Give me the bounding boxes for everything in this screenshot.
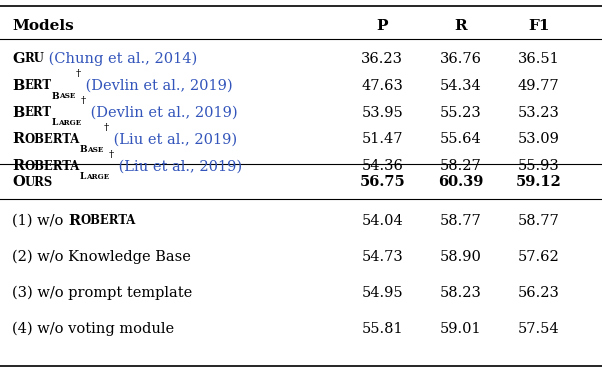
Text: (4) w/o voting module: (4) w/o voting module <box>12 322 174 336</box>
Text: R: R <box>68 214 80 228</box>
Text: (Chung et al., 2014): (Chung et al., 2014) <box>45 52 197 66</box>
Text: 54.73: 54.73 <box>361 250 403 264</box>
Text: 54.36: 54.36 <box>361 159 403 173</box>
Text: B: B <box>12 79 24 93</box>
Text: (Devlin et al., 2019): (Devlin et al., 2019) <box>81 79 232 93</box>
Text: 36.76: 36.76 <box>439 52 482 66</box>
Text: 54.95: 54.95 <box>361 286 403 300</box>
Text: Models: Models <box>12 19 74 33</box>
Text: 53.09: 53.09 <box>518 132 560 146</box>
Text: 59.01: 59.01 <box>439 322 482 336</box>
Text: 55.81: 55.81 <box>361 322 403 336</box>
Text: †: † <box>81 96 86 105</box>
Text: †: † <box>75 70 81 78</box>
Text: 57.62: 57.62 <box>518 250 560 264</box>
Text: URS: URS <box>25 176 53 189</box>
Text: ASE: ASE <box>59 92 75 100</box>
Text: 36.23: 36.23 <box>361 52 403 66</box>
Text: 58.77: 58.77 <box>439 214 482 228</box>
Text: ASE: ASE <box>87 146 104 154</box>
Text: 59.12: 59.12 <box>516 175 562 189</box>
Text: 58.77: 58.77 <box>518 214 560 228</box>
Text: B: B <box>79 145 87 154</box>
Text: L: L <box>79 172 86 181</box>
Text: 55.64: 55.64 <box>439 132 482 146</box>
Text: 58.90: 58.90 <box>439 250 482 264</box>
Text: (Liu et al., 2019): (Liu et al., 2019) <box>114 159 243 173</box>
Text: ARGE: ARGE <box>58 119 81 127</box>
Text: OBERTA: OBERTA <box>80 214 135 227</box>
Text: 53.23: 53.23 <box>518 106 560 120</box>
Text: 51.47: 51.47 <box>362 132 403 146</box>
Text: R: R <box>12 132 24 146</box>
Text: L: L <box>51 118 58 127</box>
Text: RU: RU <box>25 52 45 66</box>
Text: B: B <box>51 92 59 100</box>
Text: (2) w/o Knowledge Base: (2) w/o Knowledge Base <box>12 250 191 264</box>
Text: ERT: ERT <box>24 79 51 92</box>
Text: B: B <box>12 106 24 120</box>
Text: 58.23: 58.23 <box>439 286 482 300</box>
Text: 56.75: 56.75 <box>359 175 405 189</box>
Text: 49.77: 49.77 <box>518 79 560 93</box>
Text: OBERTA: OBERTA <box>24 133 79 146</box>
Text: (Devlin et al., 2019): (Devlin et al., 2019) <box>86 106 238 120</box>
Text: 55.23: 55.23 <box>439 106 482 120</box>
Text: (1) w/o: (1) w/o <box>12 214 68 228</box>
Text: 56.23: 56.23 <box>518 286 560 300</box>
Text: †: † <box>109 150 114 159</box>
Text: F1: F1 <box>528 19 550 33</box>
Text: R: R <box>12 159 24 173</box>
Text: 54.34: 54.34 <box>439 79 482 93</box>
Text: ARGE: ARGE <box>86 173 109 181</box>
Text: 55.93: 55.93 <box>518 159 560 173</box>
Text: (Liu et al., 2019): (Liu et al., 2019) <box>109 132 237 146</box>
Text: ERT: ERT <box>24 106 51 119</box>
Text: (3) w/o prompt template: (3) w/o prompt template <box>12 286 192 300</box>
Text: R: R <box>455 19 467 33</box>
Text: OBERTA: OBERTA <box>24 160 79 173</box>
Text: P: P <box>376 19 388 33</box>
Text: G: G <box>12 52 25 66</box>
Text: †: † <box>104 123 109 132</box>
Text: 60.39: 60.39 <box>438 175 483 189</box>
Text: 53.95: 53.95 <box>361 106 403 120</box>
Text: 57.54: 57.54 <box>518 322 560 336</box>
Text: 36.51: 36.51 <box>518 52 560 66</box>
Text: 47.63: 47.63 <box>361 79 403 93</box>
Text: 54.04: 54.04 <box>361 214 403 228</box>
Text: O: O <box>12 175 25 189</box>
Text: 58.27: 58.27 <box>439 159 482 173</box>
